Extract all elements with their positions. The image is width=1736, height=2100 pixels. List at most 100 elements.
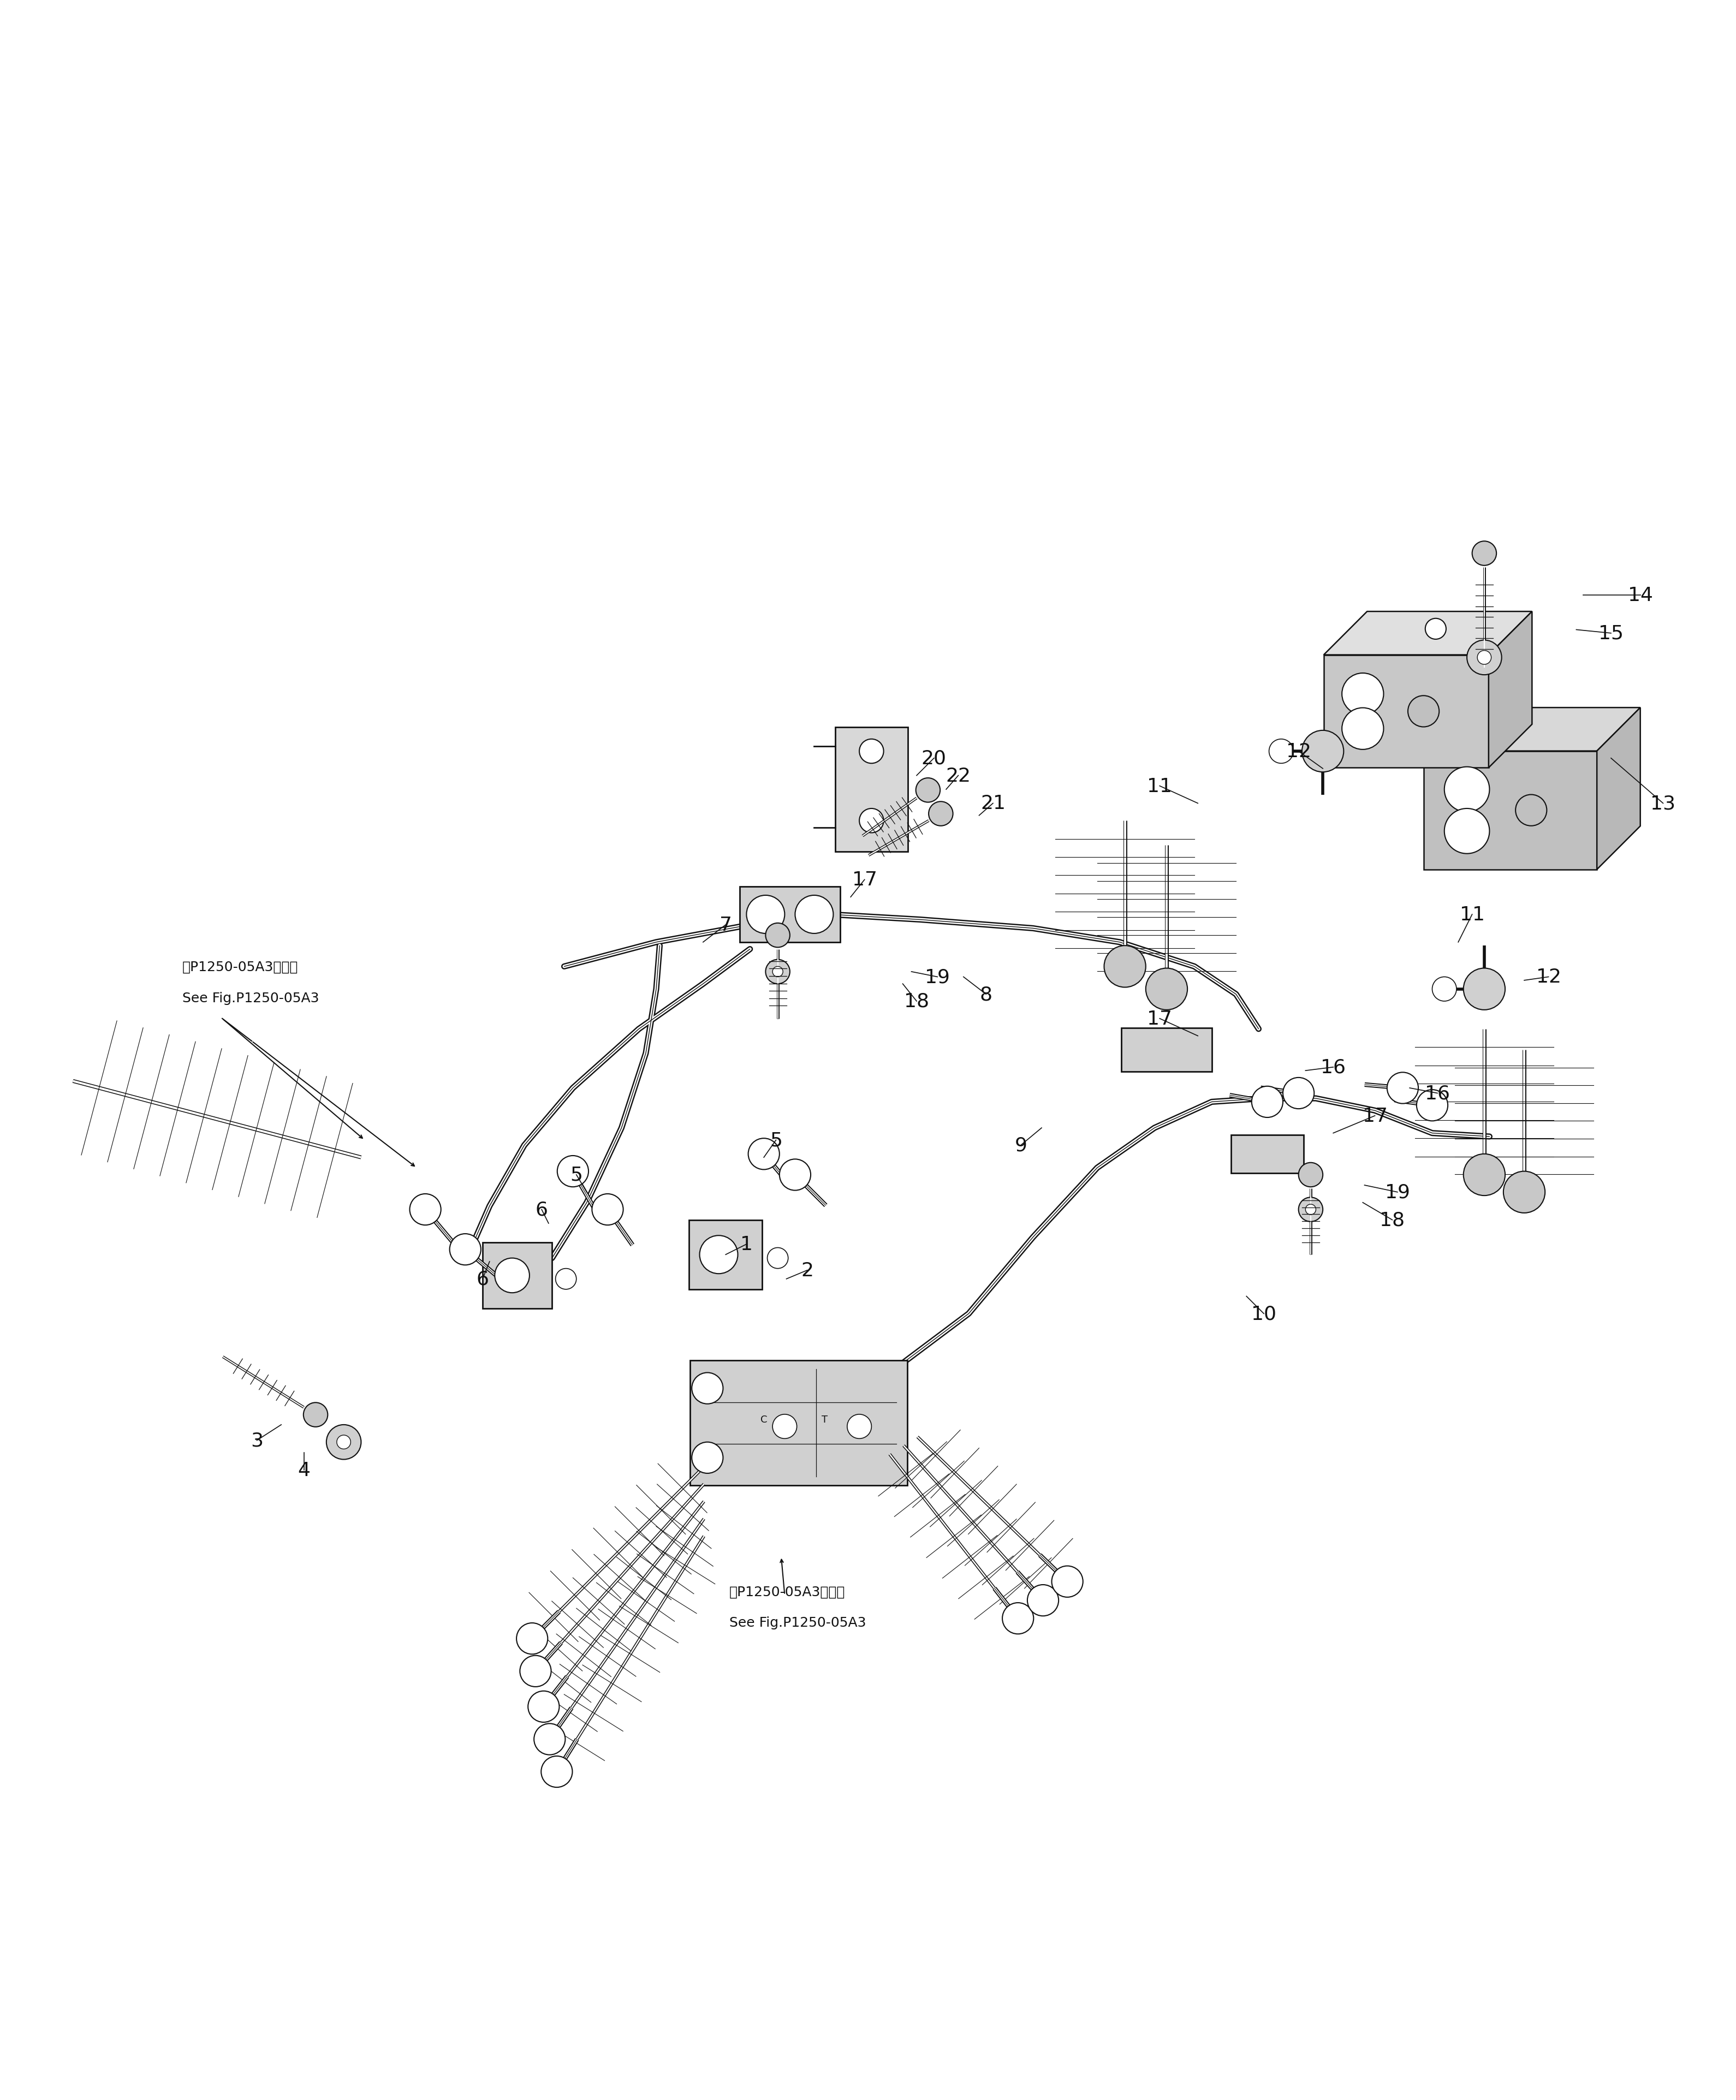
Circle shape — [1425, 620, 1446, 640]
Text: T: T — [821, 1415, 828, 1424]
Text: 16: 16 — [1321, 1058, 1345, 1077]
Circle shape — [1463, 968, 1505, 1010]
Circle shape — [847, 1415, 871, 1438]
Circle shape — [693, 1373, 724, 1405]
Circle shape — [1302, 731, 1344, 773]
Circle shape — [700, 1235, 738, 1275]
Circle shape — [767, 1247, 788, 1268]
Text: 9: 9 — [1014, 1136, 1028, 1155]
Circle shape — [1052, 1567, 1083, 1598]
Circle shape — [1252, 1086, 1283, 1117]
Text: 22: 22 — [946, 766, 970, 785]
Circle shape — [519, 1655, 550, 1686]
Text: 18: 18 — [904, 991, 929, 1010]
Circle shape — [746, 895, 785, 934]
Polygon shape — [1424, 752, 1597, 869]
Circle shape — [779, 1159, 811, 1191]
Circle shape — [1432, 976, 1457, 1002]
Circle shape — [528, 1690, 559, 1722]
Bar — [835, 727, 908, 853]
Circle shape — [1467, 640, 1502, 674]
Circle shape — [1342, 708, 1384, 750]
Bar — [1231, 1134, 1304, 1174]
Circle shape — [766, 924, 790, 947]
Polygon shape — [1323, 655, 1488, 769]
Circle shape — [1387, 1073, 1418, 1105]
Text: 6: 6 — [535, 1201, 549, 1218]
Circle shape — [1269, 739, 1293, 764]
Text: 第P1250-05A3図参照: 第P1250-05A3図参照 — [729, 1586, 845, 1598]
Circle shape — [1444, 766, 1489, 813]
Text: 11: 11 — [1460, 905, 1484, 924]
Text: 18: 18 — [1380, 1212, 1404, 1228]
Circle shape — [795, 895, 833, 934]
Circle shape — [1299, 1197, 1323, 1222]
Circle shape — [1342, 674, 1384, 716]
Circle shape — [1417, 1090, 1448, 1121]
Text: 16: 16 — [1425, 1084, 1450, 1103]
Circle shape — [535, 1724, 566, 1756]
Circle shape — [592, 1195, 623, 1224]
Circle shape — [1028, 1586, 1059, 1617]
Text: 5: 5 — [569, 1166, 583, 1184]
Polygon shape — [1597, 708, 1641, 869]
Circle shape — [517, 1623, 549, 1655]
Circle shape — [1463, 1155, 1505, 1195]
Circle shape — [748, 1138, 779, 1170]
Circle shape — [859, 808, 884, 834]
Circle shape — [495, 1258, 529, 1294]
Text: 13: 13 — [1651, 794, 1675, 813]
Bar — [689, 1220, 762, 1289]
Circle shape — [1444, 808, 1489, 855]
Circle shape — [773, 966, 783, 977]
Text: See Fig.P1250-05A3: See Fig.P1250-05A3 — [729, 1617, 866, 1630]
Circle shape — [1503, 1172, 1545, 1214]
Circle shape — [1472, 542, 1496, 565]
Text: 20: 20 — [922, 750, 946, 769]
Text: 8: 8 — [979, 985, 993, 1004]
Bar — [689, 1361, 906, 1485]
Circle shape — [859, 739, 884, 764]
Polygon shape — [1488, 611, 1533, 769]
Circle shape — [1146, 968, 1187, 1010]
Circle shape — [557, 1155, 589, 1186]
Text: 14: 14 — [1628, 586, 1653, 605]
Circle shape — [326, 1426, 361, 1460]
Text: 第P1250-05A3図参照: 第P1250-05A3図参照 — [182, 960, 299, 972]
Text: 11: 11 — [1147, 777, 1172, 796]
Text: 1: 1 — [740, 1235, 753, 1254]
Bar — [483, 1243, 552, 1308]
Circle shape — [1516, 796, 1547, 825]
Circle shape — [1002, 1602, 1033, 1634]
Text: 15: 15 — [1599, 624, 1623, 643]
Circle shape — [1283, 1077, 1314, 1109]
Text: 3: 3 — [250, 1432, 264, 1449]
Text: 2: 2 — [800, 1262, 814, 1279]
Circle shape — [693, 1443, 724, 1474]
Text: 10: 10 — [1252, 1304, 1276, 1323]
Circle shape — [304, 1403, 328, 1428]
Circle shape — [1104, 945, 1146, 987]
Circle shape — [556, 1268, 576, 1289]
Text: See Fig.P1250-05A3: See Fig.P1250-05A3 — [182, 991, 319, 1004]
Text: 19: 19 — [1385, 1182, 1410, 1201]
Circle shape — [773, 1415, 797, 1438]
Text: 17: 17 — [1363, 1107, 1387, 1126]
Text: 17: 17 — [852, 872, 877, 888]
Text: 19: 19 — [925, 968, 950, 987]
Text: 17: 17 — [1147, 1010, 1172, 1029]
Circle shape — [1408, 695, 1439, 727]
Text: 6: 6 — [476, 1270, 490, 1289]
Circle shape — [929, 802, 953, 825]
Circle shape — [450, 1235, 481, 1264]
Text: 7: 7 — [719, 916, 733, 934]
Circle shape — [917, 779, 941, 802]
Text: C: C — [760, 1415, 767, 1424]
Polygon shape — [1323, 611, 1533, 655]
Bar — [740, 886, 840, 943]
Polygon shape — [1424, 708, 1641, 752]
Circle shape — [766, 960, 790, 985]
Text: 12: 12 — [1536, 968, 1561, 987]
Bar — [1121, 1029, 1212, 1071]
Circle shape — [1305, 1205, 1316, 1216]
